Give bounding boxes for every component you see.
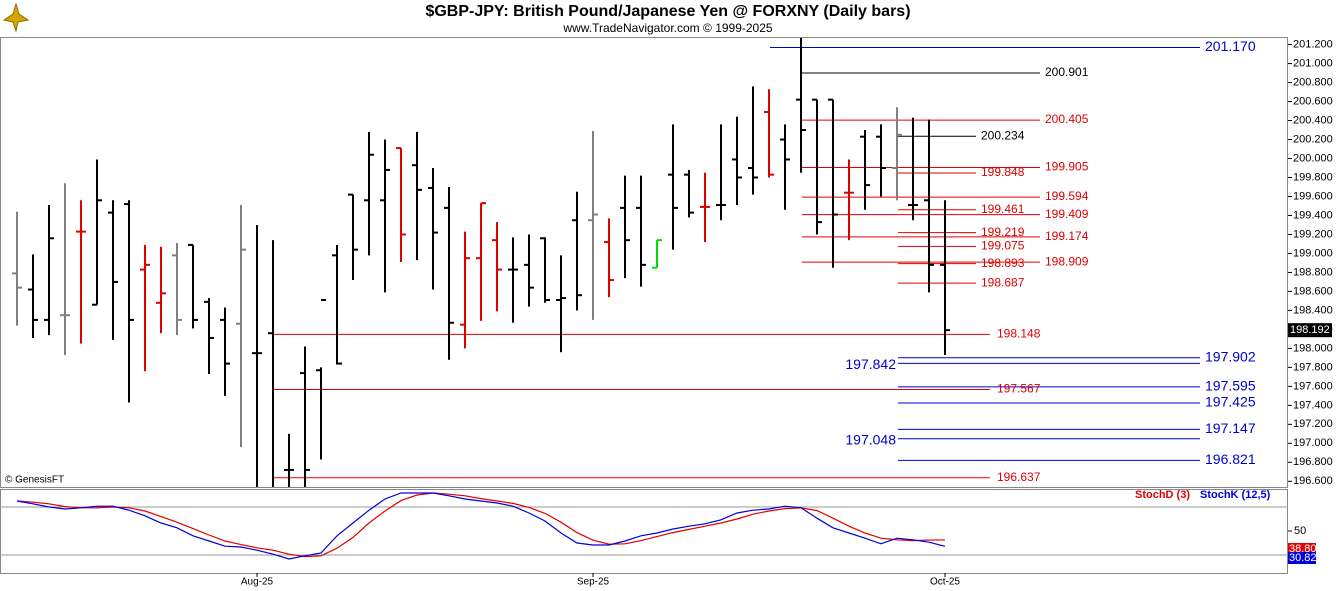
y-tick-label: 198.000 (1293, 342, 1333, 354)
level-label: 198.687 (981, 275, 1025, 289)
stoch-panel (0, 489, 1288, 574)
y-tick-label: 199.200 (1293, 228, 1333, 240)
level-label: 200.234 (981, 128, 1025, 142)
level-label: 198.148 (997, 327, 1041, 341)
y-tick-label: 197.200 (1293, 418, 1333, 430)
x-tick-label: Sep-25 (577, 577, 610, 588)
y-tick-label: 197.600 (1293, 380, 1333, 392)
last-value-box (1288, 552, 1316, 564)
y-tick-label: 200.800 (1293, 76, 1333, 88)
level-label: 197.567 (997, 382, 1041, 396)
stoch-line (16, 492, 946, 558)
level-label: 200.405 (1045, 112, 1089, 126)
level-label: 199.848 (981, 165, 1025, 179)
y-tick-label: 197.400 (1293, 399, 1333, 411)
x-tick-label: Aug-25 (241, 577, 274, 588)
level-label: 198.893 (981, 256, 1025, 270)
level-label: 199.905 (1045, 160, 1089, 174)
y-tick-label: 201.000 (1293, 57, 1333, 69)
level-label: 197.147 (1205, 420, 1256, 436)
logo (2, 2, 30, 33)
level-label: 201.170 (1205, 38, 1256, 54)
y-tick-label: 197.800 (1293, 361, 1333, 373)
watermark: © GenesisFT (5, 475, 64, 486)
y-tick-label: 199.000 (1293, 247, 1333, 259)
y-tick-label: 200.600 (1293, 95, 1333, 107)
level-label: 197.902 (1205, 348, 1256, 364)
level-label: 199.075 (981, 239, 1025, 253)
level-label: 199.461 (981, 202, 1025, 216)
level-label: 196.637 (997, 470, 1041, 484)
y-tick-label: 198.600 (1293, 285, 1333, 297)
last-value-label: 30.82 (1289, 552, 1317, 564)
y-tick-label: 200.400 (1293, 114, 1333, 126)
level-label: 200.901 (1045, 65, 1089, 79)
y-tick-label: 200.200 (1293, 133, 1333, 145)
stoch-plot (0, 492, 1288, 560)
price-panel (0, 37, 1288, 488)
last-value-label: 38.80 (1289, 543, 1317, 555)
y-tick-label: 198.800 (1293, 266, 1333, 278)
y-tick-label: 50 (1294, 525, 1306, 537)
level-label: 198.909 (1045, 254, 1089, 268)
y-tick-label: 199.600 (1293, 190, 1333, 202)
last-price-box (1288, 323, 1332, 338)
level-label: 199.174 (1045, 229, 1089, 243)
level-label: 197.425 (1205, 394, 1256, 410)
legend-entry: StochD (3) (1135, 489, 1190, 501)
y-tick-label: 199.400 (1293, 209, 1333, 221)
y-tick-label: 198.400 (1293, 304, 1333, 316)
legend-entry: StochK (12,5) (1200, 489, 1271, 501)
y-tick-label: 197.000 (1293, 437, 1333, 449)
y-tick-label: 200.000 (1293, 152, 1333, 164)
level-label: 196.821 (1205, 451, 1256, 467)
level-label: 197.842 (845, 356, 896, 372)
level-label: 197.048 (845, 431, 896, 447)
y-tick-label: 196.800 (1293, 456, 1333, 468)
x-tick-label: Oct-25 (930, 577, 960, 588)
y-tick-label: 201.200 (1293, 39, 1333, 51)
chart-title: $GBP-JPY: British Pound/Japanese Yen @ F… (425, 3, 910, 20)
stoch-line (16, 492, 946, 560)
price-plot (12, 37, 1200, 487)
level-label: 199.409 (1045, 207, 1089, 221)
y-tick-label: 196.600 (1293, 475, 1333, 487)
y-tick-label: 199.800 (1293, 171, 1333, 183)
chart-subtitle: www.TradeNavigator.com © 1999-2025 (562, 21, 772, 35)
last-price-label: 198.192 (1290, 324, 1330, 336)
level-label: 199.594 (1045, 189, 1089, 203)
level-label: 199.219 (981, 225, 1025, 239)
level-label: 197.595 (1205, 378, 1256, 394)
